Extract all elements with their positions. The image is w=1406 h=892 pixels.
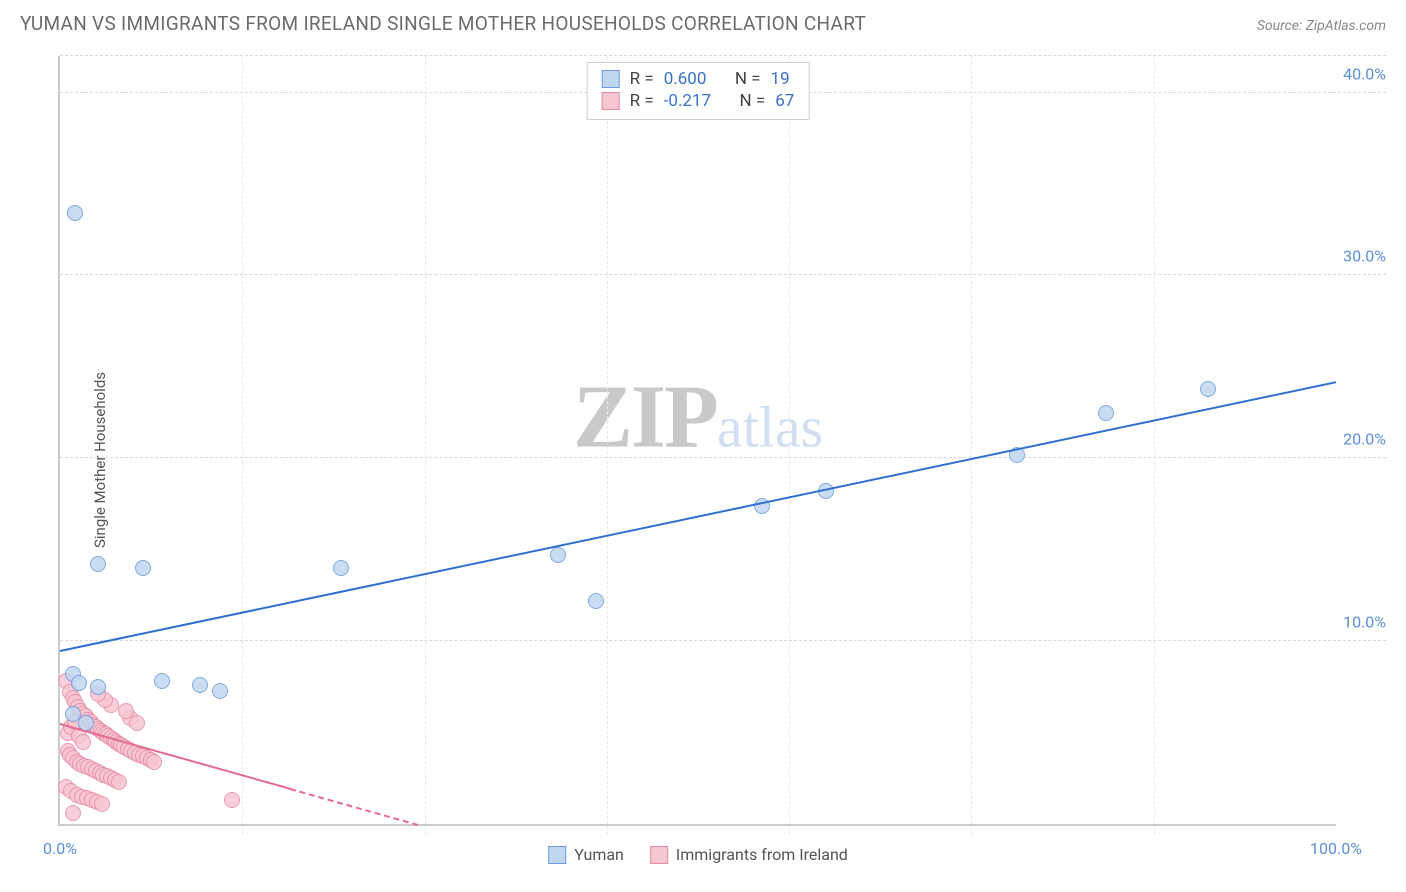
x-tick-label-min: 0.0% (43, 839, 77, 858)
watermark-zip: ZIP (573, 367, 717, 466)
data-point-yuman (135, 560, 151, 576)
r-label: R = (630, 91, 654, 111)
data-point-yuman (1098, 405, 1114, 421)
chart-title: YUMAN VS IMMIGRANTS FROM IRELAND SINGLE … (20, 12, 866, 35)
legend-label-yuman: Yuman (574, 845, 624, 864)
regression-line (60, 723, 290, 790)
gridline-horizontal (60, 457, 1386, 458)
data-point-ireland (65, 805, 81, 821)
gridline-vertical (1154, 56, 1155, 834)
data-point-ireland (111, 774, 127, 790)
r-value-yuman: 0.600 (664, 69, 707, 89)
y-tick-label: 20.0% (1340, 430, 1386, 449)
legend-item-ireland: Immigrants from Ireland (650, 845, 848, 864)
watermark-atlas: atlas (717, 394, 823, 459)
swatch-ireland (650, 846, 668, 864)
gridline-horizontal (60, 55, 1386, 56)
y-tick-label: 10.0% (1340, 613, 1386, 632)
n-label: N = (735, 69, 761, 89)
data-point-ireland (118, 703, 134, 719)
gridline-vertical (242, 56, 243, 834)
source-attribution: Source: ZipAtlas.com (1257, 18, 1386, 34)
gridline-horizontal (60, 274, 1386, 275)
regression-line (289, 788, 417, 826)
chart-header: YUMAN VS IMMIGRANTS FROM IRELAND SINGLE … (0, 0, 1406, 35)
legend-item-yuman: Yuman (548, 845, 624, 864)
r-value-ireland: -0.217 (664, 91, 711, 111)
swatch-yuman (548, 846, 566, 864)
data-point-yuman (1200, 381, 1216, 397)
data-point-yuman (90, 679, 106, 695)
swatch-ireland (602, 92, 620, 110)
data-point-yuman (71, 675, 87, 691)
regression-line (60, 382, 1336, 653)
data-point-yuman (154, 673, 170, 689)
y-tick-label: 40.0% (1340, 64, 1386, 83)
series-legend: Yuman Immigrants from Ireland (548, 845, 848, 864)
swatch-yuman (602, 70, 620, 88)
data-point-ireland (75, 734, 91, 750)
plot-area: ZIPatlas R = 0.600 N = 19 R = -0.217 N =… (58, 56, 1336, 826)
chart-container: Single Mother Households ZIPatlas R = 0.… (20, 48, 1386, 872)
data-point-yuman (192, 677, 208, 693)
gridline-horizontal (60, 640, 1386, 641)
data-point-yuman (90, 556, 106, 572)
x-tick-label-max: 100.0% (1310, 839, 1362, 858)
gridline-vertical (789, 56, 790, 834)
data-point-yuman (212, 683, 228, 699)
data-point-ireland (94, 796, 110, 812)
data-point-yuman (333, 560, 349, 576)
gridline-vertical (607, 56, 608, 834)
n-value-yuman: 19 (771, 69, 790, 89)
data-point-ireland (129, 715, 145, 731)
data-point-yuman (588, 593, 604, 609)
legend-label-ireland: Immigrants from Ireland (676, 845, 848, 864)
data-point-yuman (67, 205, 83, 221)
watermark: ZIPatlas (573, 365, 823, 468)
correlation-row-ireland: R = -0.217 N = 67 (602, 91, 795, 111)
y-tick-label: 30.0% (1340, 247, 1386, 266)
data-point-ireland (224, 792, 240, 808)
n-value-ireland: 67 (775, 91, 794, 111)
correlation-legend: R = 0.600 N = 19 R = -0.217 N = 67 (587, 62, 810, 120)
correlation-row-yuman: R = 0.600 N = 19 (602, 69, 795, 89)
data-point-yuman (550, 547, 566, 563)
gridline-vertical (425, 56, 426, 834)
data-point-ireland (146, 754, 162, 770)
n-label: N = (740, 91, 766, 111)
gridline-vertical (971, 56, 972, 834)
r-label: R = (630, 69, 654, 89)
